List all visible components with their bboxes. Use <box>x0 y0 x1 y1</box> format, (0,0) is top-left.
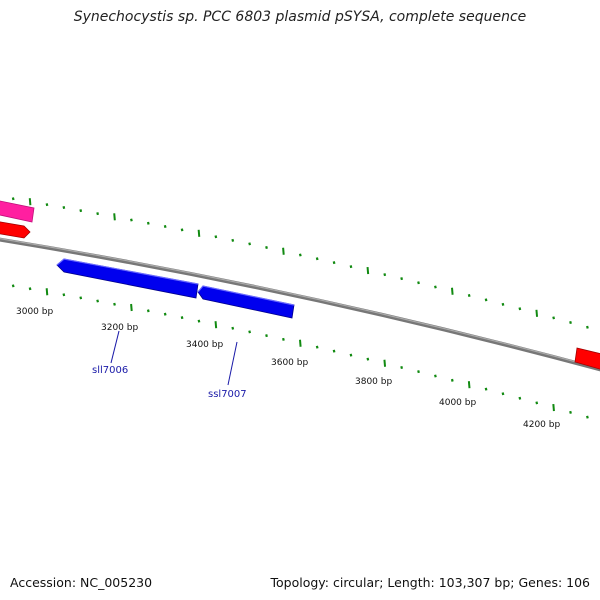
outer-track-minor-tick <box>484 298 488 302</box>
left-red-gene[interactable] <box>0 221 31 239</box>
outer-track-minor-tick <box>501 302 505 306</box>
inner-track-minor-tick <box>501 392 505 396</box>
left-pink-gene[interactable] <box>0 200 35 223</box>
outer-track-minor-tick <box>349 265 353 269</box>
outer-track-major-tick <box>451 287 454 295</box>
inner-track-major-tick <box>383 359 387 367</box>
inner-track-minor-tick <box>349 353 353 357</box>
outer-track-minor-tick <box>62 206 66 210</box>
gene-label-sll7006[interactable]: sll7006 <box>92 365 128 376</box>
outer-track-minor-tick <box>231 238 235 242</box>
outer-track-major-tick <box>28 198 32 206</box>
gene-label-leader-sll7006 <box>110 330 120 364</box>
outer-track-minor-tick <box>298 253 302 257</box>
gene-label-leader-ssl7007 <box>227 341 238 386</box>
inner-track-minor-tick <box>163 312 167 316</box>
inner-track-minor-tick <box>248 330 252 334</box>
outer-track-minor-tick <box>467 294 471 298</box>
outer-track-minor-tick <box>146 221 150 225</box>
inner-track-minor-tick <box>11 284 15 288</box>
scale-label-3200: 3200 bp <box>101 323 138 333</box>
outer-track-minor-tick <box>518 307 522 311</box>
outer-track-minor-tick <box>586 325 589 329</box>
inner-track-minor-tick <box>450 378 454 382</box>
outer-track-major-tick <box>366 266 370 275</box>
inner-track-minor-tick <box>28 287 32 291</box>
outer-track-major-tick <box>113 213 116 221</box>
scale-label-3600: 3600 bp <box>271 358 308 368</box>
scale-label-4000: 4000 bp <box>439 398 476 408</box>
inner-track-major-tick <box>467 381 471 389</box>
outer-track-minor-tick <box>332 261 336 265</box>
inner-track-minor-tick <box>113 302 116 306</box>
scale-label-3000: 3000 bp <box>16 307 53 317</box>
outer-track-minor-tick <box>79 209 83 213</box>
inner-track-minor-tick <box>315 345 319 349</box>
inner-track-minor-tick <box>231 326 235 330</box>
outer-track-major-tick <box>535 309 539 317</box>
inner-track-minor-tick <box>197 319 201 323</box>
outer-track-minor-tick <box>315 257 319 261</box>
inner-track-minor-tick <box>518 396 522 400</box>
inner-track-major-tick <box>130 303 133 312</box>
inner-track-minor-tick <box>62 293 66 297</box>
inner-track-minor-tick <box>265 334 268 338</box>
outer-track-minor-tick <box>417 281 420 285</box>
scale-label-3400: 3400 bp <box>186 340 223 350</box>
map-title: Synechocystis sp. PCC 6803 plasmid pSYSA… <box>73 9 527 25</box>
outer-track-minor-tick <box>45 203 49 207</box>
gene-ssl7007-highlight <box>197 285 295 306</box>
inner-track-minor-tick <box>535 401 539 405</box>
outer-track-minor-tick <box>569 321 572 325</box>
scale-ticks <box>11 197 589 419</box>
gene-sll7006-highlight <box>56 258 199 285</box>
right-red-gene[interactable] <box>574 347 600 372</box>
scale-label-3800: 3800 bp <box>355 377 392 387</box>
inner-track-minor-tick <box>332 349 336 353</box>
inner-track-major-tick <box>299 339 302 347</box>
outer-track-minor-tick <box>265 246 268 250</box>
outer-track-minor-tick <box>11 197 15 201</box>
outer-track-minor-tick <box>434 285 437 289</box>
inner-track-minor-tick <box>146 309 150 313</box>
outer-track-minor-tick <box>130 218 133 222</box>
inner-track-minor-tick <box>79 296 83 300</box>
accession-label: Accession: NC_005230 <box>10 575 153 590</box>
inner-track-minor-tick <box>434 374 437 378</box>
outer-track-minor-tick <box>552 316 556 320</box>
outer-track-major-tick <box>197 229 201 237</box>
gene-label-ssl7007[interactable]: ssl7007 <box>208 389 247 400</box>
outer-track-minor-tick <box>96 212 100 216</box>
outer-track-major-tick <box>282 247 285 255</box>
outer-track-minor-tick <box>400 277 404 281</box>
inner-track-minor-tick <box>400 365 404 369</box>
inner-track-minor-tick <box>569 410 572 414</box>
outer-track-minor-tick <box>248 242 252 246</box>
inner-track-minor-tick <box>484 387 488 391</box>
gene-sll7006[interactable] <box>56 258 199 299</box>
inner-track-minor-tick <box>586 415 589 419</box>
inner-track-minor-tick <box>96 299 100 303</box>
inner-track-major-tick <box>214 321 218 329</box>
outer-track-minor-tick <box>383 273 387 277</box>
inner-track-minor-tick <box>282 337 285 341</box>
plasmid-backbone <box>0 237 600 372</box>
outer-track-minor-tick <box>214 235 218 239</box>
inner-track-minor-tick <box>180 316 184 320</box>
inner-track-minor-tick <box>366 357 370 361</box>
outer-track-minor-tick <box>180 228 184 232</box>
map-summary: Topology: circular; Length: 103,307 bp; … <box>270 575 591 590</box>
scale-label-4200: 4200 bp <box>523 420 560 430</box>
inner-track-major-tick <box>552 404 555 412</box>
inner-track-major-tick <box>45 288 49 296</box>
plasmid-backbone-highlight <box>0 238 600 369</box>
outer-track-minor-tick <box>163 225 167 229</box>
inner-track-minor-tick <box>417 370 420 374</box>
